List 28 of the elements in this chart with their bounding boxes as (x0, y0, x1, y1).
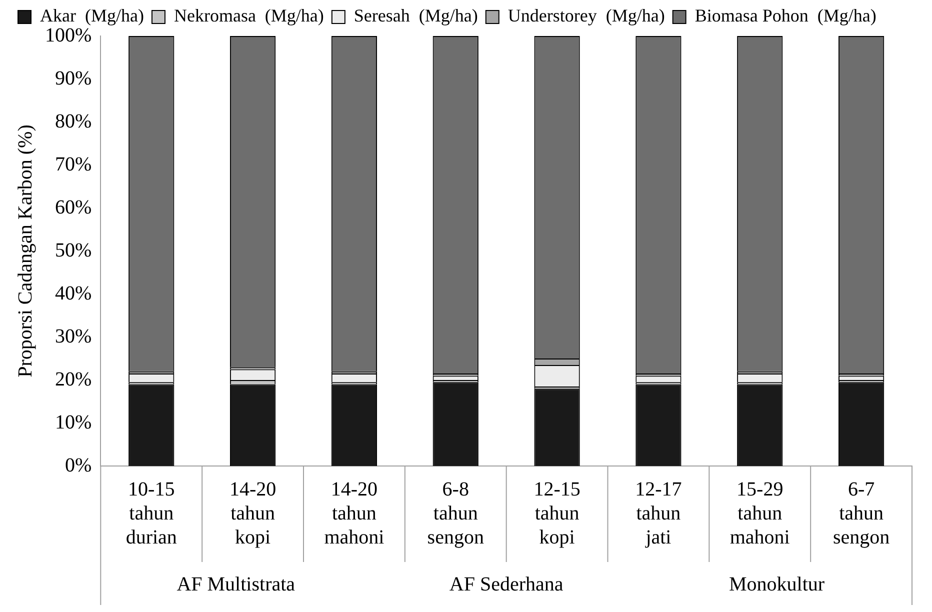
y-tick-label: 0% (64, 454, 92, 476)
x-tick-label: 6-7 tahun sengon (832, 478, 890, 548)
y-tick-label: 50% (54, 239, 92, 262)
x-tick-label: 12-15 tahun kopi (534, 478, 580, 548)
y-tick-label: 80% (54, 110, 92, 132)
x-tick-label: 15-29 tahun mahoni (730, 478, 790, 548)
y-tick-label: 20% (54, 368, 92, 390)
text: Monokultur (728, 573, 825, 596)
x-tick-label: 10-15 tahun durian (126, 478, 177, 548)
y-tick-label: 70% (54, 153, 92, 176)
x-tick-label: 12-17 tahun jati (635, 478, 682, 548)
y-tick-label: 40% (54, 282, 92, 304)
x-tick-label: 14-20 tahun kopi (229, 478, 276, 548)
y-tick-label: 100% (44, 24, 92, 46)
y-tick-label: 30% (54, 325, 92, 348)
text: AF Sederhana (449, 573, 564, 596)
x-tick-label: 6-8 tahun sengon (427, 478, 484, 548)
y-tick-label: 90% (54, 67, 92, 90)
text: AF Multistrata (176, 573, 296, 596)
legend-label: Biomasa Pohon (Mg/ha) (694, 6, 876, 26)
legend-label: Seresah (Mg/ha) (354, 6, 478, 26)
legend-label: Akar (Mg/ha) (40, 6, 144, 26)
legend-label: Nekromasa (Mg/ha) (174, 6, 324, 26)
y-tick-label: 10% (54, 411, 92, 434)
x-tick-label: 14-20 tahun mahoni (324, 478, 385, 548)
y-axis-title: Proporsi Cadangan Karbon (%) (14, 124, 36, 378)
y-tick-label: 60% (54, 196, 92, 218)
legend-label: Understorey (Mg/ha) (508, 6, 665, 26)
